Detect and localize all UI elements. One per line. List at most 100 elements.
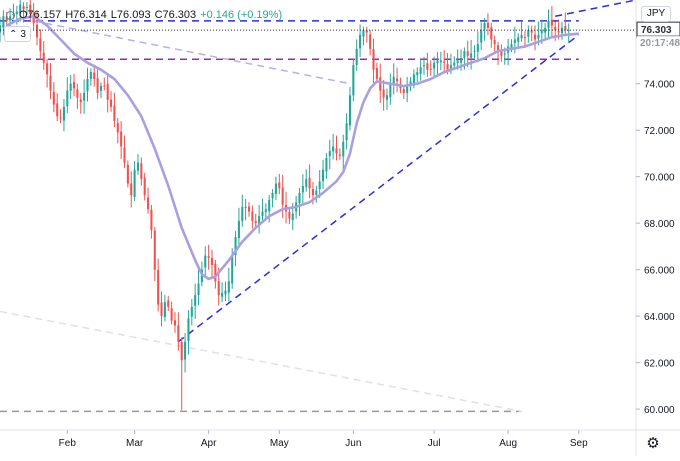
indicators-collapse-button[interactable]: ⌃ 3 <box>4 26 31 42</box>
candle-body <box>180 342 183 361</box>
candle-body <box>170 308 173 321</box>
candle-body <box>46 63 49 75</box>
candle-body <box>490 27 493 40</box>
trendline-long-faint-line <box>0 310 522 413</box>
candle-body <box>163 302 166 318</box>
candle-body <box>217 281 220 296</box>
x-tick-label: May <box>270 438 289 449</box>
candle-body <box>338 154 341 156</box>
candle-body <box>520 34 523 39</box>
candle-body <box>69 83 72 91</box>
candle-body <box>167 300 170 307</box>
candle-body <box>76 89 79 98</box>
candle-body <box>0 25 2 33</box>
candle-body <box>476 44 479 52</box>
x-tick-label: Apr <box>201 438 217 449</box>
x-tick-label: Sep <box>570 438 588 449</box>
candle-body <box>99 86 102 91</box>
candle-body <box>493 40 496 45</box>
candle-body <box>359 34 362 49</box>
y-tick-label: 72.000 <box>644 126 675 137</box>
candle-body <box>194 295 197 306</box>
ohlc-open: O76.157 <box>19 9 62 21</box>
candle-body <box>416 72 419 76</box>
candle-body <box>534 34 537 40</box>
candle-body <box>143 177 146 196</box>
candle-body <box>564 25 567 31</box>
candle-body <box>15 11 18 14</box>
candle-body <box>136 162 140 171</box>
candle-body <box>473 51 476 53</box>
candle-body <box>237 220 240 238</box>
y-tick-label: 60.000 <box>644 405 675 416</box>
candle-body <box>332 146 335 152</box>
candle-body <box>385 95 389 100</box>
candle-body <box>311 189 314 196</box>
candle-body <box>402 89 405 93</box>
candle-body <box>500 50 503 56</box>
candle-body <box>62 106 65 121</box>
candle-body <box>537 34 540 39</box>
candle-body <box>35 24 39 38</box>
candle-body <box>126 164 129 184</box>
currency-badge[interactable]: JPY <box>641 6 671 22</box>
candle-body <box>322 169 325 182</box>
candle-body <box>550 19 553 26</box>
candle-body <box>147 197 150 210</box>
candle-body <box>318 181 321 190</box>
ohlc-high: H76.314 <box>65 9 107 21</box>
candle-body <box>470 53 473 58</box>
candle-body <box>72 82 76 89</box>
candle-body <box>372 49 375 70</box>
legend-toggle-icon[interactable] <box>6 10 15 20</box>
candle-body <box>301 185 304 193</box>
y-tick-label: 62.000 <box>644 359 675 370</box>
y-tick-label: 68.000 <box>644 219 675 230</box>
candle-body <box>103 85 106 87</box>
candle-body <box>150 209 153 231</box>
candle-body <box>362 30 365 37</box>
candle-body <box>86 79 89 92</box>
x-tick-label: Mar <box>126 438 144 449</box>
last-price-label: 76.303 <box>641 25 672 36</box>
candle-body <box>56 103 59 117</box>
candle-body <box>130 183 133 196</box>
candle-body <box>557 31 560 33</box>
candle-body <box>231 255 234 284</box>
candle-body <box>523 37 526 39</box>
candle-body <box>392 76 395 85</box>
candle-body <box>190 306 193 317</box>
candle-body <box>234 237 237 255</box>
candle-body <box>227 281 230 293</box>
last-price-label-box <box>636 21 680 37</box>
candle-body <box>29 4 32 14</box>
ohlc-change: +0.146 (+0.19%) <box>200 9 283 21</box>
candle-body <box>288 211 291 219</box>
candle-body <box>517 37 520 42</box>
candle-body <box>93 72 96 80</box>
candle-body <box>49 75 52 91</box>
candle-body <box>496 45 500 52</box>
candle-body <box>345 123 348 141</box>
candle-body <box>83 92 86 101</box>
candle-body <box>173 320 177 326</box>
candle-body <box>396 78 399 82</box>
gear-icon[interactable]: ⚙ <box>646 435 660 452</box>
candle-body <box>348 95 352 126</box>
candle-body <box>25 6 28 8</box>
candle-body <box>133 169 136 197</box>
candle-body <box>96 78 99 93</box>
candle-body <box>281 187 284 205</box>
candle-body <box>157 269 160 305</box>
candle-body <box>32 13 35 24</box>
candle-body <box>419 67 422 74</box>
candle-body <box>120 131 123 147</box>
candle-body <box>187 318 190 341</box>
candle-body <box>439 60 442 63</box>
candle-body <box>369 34 372 49</box>
candle-body <box>291 213 294 221</box>
candle-body <box>365 30 368 33</box>
candle-body <box>355 48 358 65</box>
